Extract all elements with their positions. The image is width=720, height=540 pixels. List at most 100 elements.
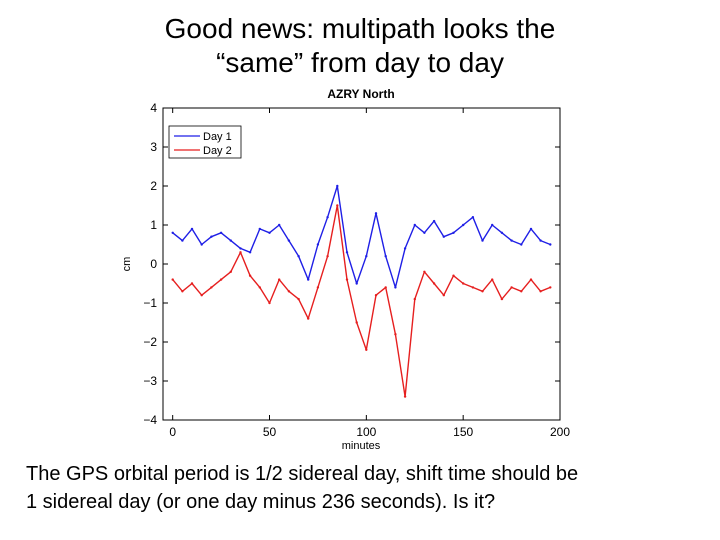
data-point-day2 — [374, 294, 378, 297]
data-point-day1 — [326, 216, 329, 219]
data-point-day2 — [403, 395, 407, 398]
data-point-day1 — [413, 223, 416, 227]
x-tick-label: 50 — [263, 425, 277, 439]
data-point-day1 — [442, 235, 445, 238]
data-point-day2 — [529, 278, 533, 281]
data-point-day2 — [268, 301, 271, 305]
data-point-day2 — [413, 297, 416, 301]
data-point-day1 — [394, 286, 397, 289]
axis-ticks: 0 50 100 150 200 −4 −3 −2 −1 0 1 2 3 4 — [143, 101, 570, 439]
data-point-day2 — [432, 282, 436, 285]
data-point-day1 — [268, 231, 271, 234]
data-point-day2 — [326, 255, 329, 258]
y-tick-label: −3 — [143, 374, 157, 388]
data-point-day1 — [549, 243, 552, 246]
data-point-day1 — [365, 255, 368, 258]
slide-title: Good news: multipath looks the “same” fr… — [0, 12, 720, 80]
data-point-day2 — [307, 317, 310, 320]
data-point-day1 — [491, 223, 494, 227]
legend-label-day2: Day 2 — [203, 145, 232, 157]
slide-title-line-2: “same” from day to day — [216, 47, 504, 78]
x-axis-label: minutes — [342, 440, 381, 452]
data-point-day2 — [316, 286, 320, 289]
data-point-day1 — [452, 231, 455, 234]
data-point-day1 — [297, 255, 300, 258]
y-tick-label: 4 — [150, 101, 157, 115]
series-line-day2 — [172, 204, 551, 398]
data-point-day1 — [510, 239, 513, 242]
legend: Day 1 Day 2 — [168, 125, 242, 159]
data-point-day1 — [529, 227, 533, 231]
data-point-day1 — [345, 251, 349, 254]
data-point-day2 — [336, 204, 339, 207]
data-point-day2 — [287, 290, 291, 293]
y-tick-label: −2 — [143, 335, 157, 349]
legend-box — [168, 125, 242, 159]
caption-line-2: 1 sidereal day (or one day minus 236 sec… — [26, 491, 496, 513]
y-tick-label: 2 — [150, 179, 157, 193]
y-axis-label: cm — [121, 257, 133, 272]
data-point-day2 — [239, 251, 242, 254]
data-point-day1 — [307, 278, 310, 281]
data-point-day2 — [462, 282, 465, 285]
data-point-day1 — [374, 212, 378, 215]
data-point-day2 — [442, 294, 445, 297]
data-point-day2 — [520, 290, 523, 293]
caption-line-1: The GPS orbital period is 1/2 sidereal d… — [26, 463, 579, 485]
data-point-day1 — [423, 231, 426, 234]
multipath-chart: AZRY North minutes cm 0 50 100 150 200 −4 −3 −2… — [121, 87, 570, 452]
data-point-day1 — [316, 243, 320, 246]
data-point-day2 — [229, 270, 232, 273]
data-point-day1 — [200, 243, 203, 246]
data-point-day2 — [500, 297, 504, 301]
data-point-day2 — [491, 278, 494, 281]
data-point-day1 — [481, 239, 484, 242]
data-point-day2 — [190, 282, 194, 285]
legend-label-day1: Day 1 — [203, 131, 232, 143]
plot-area — [162, 107, 561, 421]
chart-title: AZRY North — [327, 87, 394, 101]
data-point-day2 — [549, 286, 552, 289]
data-point-day1 — [229, 239, 232, 242]
data-point-day2 — [355, 321, 358, 324]
data-point-day2 — [365, 348, 368, 351]
data-point-day1 — [190, 227, 194, 231]
data-point-day2 — [471, 286, 475, 289]
y-tick-label: 1 — [150, 218, 157, 232]
series-line-day1 — [172, 185, 551, 289]
data-point-day2 — [423, 270, 426, 273]
data-point-day2 — [481, 290, 484, 293]
x-tick-label: 0 — [169, 425, 176, 439]
data-point-day2 — [258, 286, 261, 289]
data-point-day2 — [297, 297, 300, 301]
data-point-day1 — [171, 231, 174, 234]
data-point-day2 — [394, 333, 397, 336]
data-point-day1 — [248, 251, 252, 254]
data-point-day1 — [520, 243, 523, 246]
data-point-day2 — [210, 286, 213, 289]
data-point-day1 — [181, 239, 184, 242]
x-tick-label: 200 — [550, 425, 570, 439]
y-tick-label: −4 — [143, 413, 157, 427]
data-point-day1 — [384, 255, 387, 258]
data-point-day2 — [248, 274, 252, 277]
data-point-day1 — [239, 247, 242, 250]
data-point-day1 — [355, 282, 358, 285]
data-point-day1 — [219, 231, 223, 234]
data-point-day2 — [219, 278, 223, 281]
slide-title-line-1: Good news: multipath looks the — [164, 13, 556, 44]
data-point-day1 — [336, 184, 339, 188]
data-point-day1 — [500, 231, 504, 234]
x-tick-label: 100 — [356, 425, 376, 439]
y-tick-label: 3 — [150, 140, 157, 154]
x-tick-label: 150 — [453, 425, 473, 439]
data-point-day1 — [210, 235, 213, 238]
data-point-day1 — [432, 219, 436, 223]
data-point-day2 — [510, 286, 513, 289]
data-point-day1 — [403, 247, 407, 250]
data-point-day1 — [258, 227, 261, 231]
data-point-day1 — [539, 239, 542, 242]
data-point-day1 — [471, 216, 475, 219]
data-point-day2 — [345, 278, 349, 281]
data-point-day2 — [452, 274, 455, 277]
